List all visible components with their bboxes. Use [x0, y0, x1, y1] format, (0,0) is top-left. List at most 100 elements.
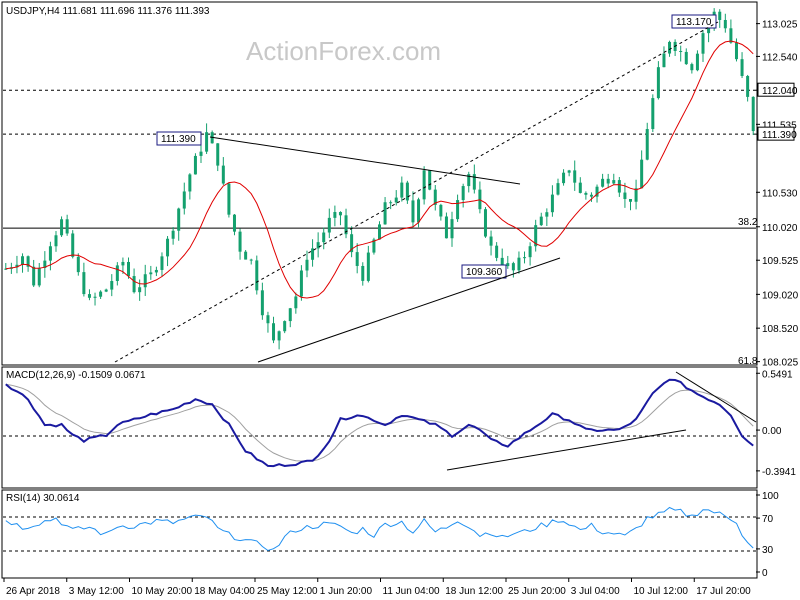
price-tick-label: 108.520 — [762, 324, 799, 335]
candle-body — [562, 172, 566, 184]
candle-body — [595, 186, 599, 197]
candle-body — [405, 182, 409, 201]
time-tick-label: 3 Jul 04:00 — [571, 586, 620, 597]
candle-body — [54, 235, 58, 247]
candle-body — [216, 143, 220, 166]
candle-body — [701, 33, 705, 54]
candle-body — [305, 259, 309, 271]
time-tick-label: 25 Jun 20:00 — [508, 586, 566, 597]
candle-body — [227, 183, 231, 215]
candle-body — [394, 197, 398, 203]
candle-body — [500, 257, 504, 267]
candle-body — [734, 42, 738, 60]
candle-body — [249, 259, 253, 261]
candle-body — [266, 315, 270, 324]
candle-body — [43, 260, 47, 268]
candle-body — [662, 53, 666, 68]
price-tick-label: 109.525 — [762, 256, 799, 267]
time-axis: 26 Apr 2018 3 May 12:00 10 May 20:00 18 May… — [3, 578, 751, 597]
candle-body — [400, 182, 404, 198]
level-price-label: 112.040 — [762, 86, 798, 97]
rsi-tick-label: 100 — [762, 491, 779, 502]
time-tick-label: 17 Jul 20:00 — [696, 586, 751, 597]
candle-body — [188, 174, 192, 192]
rsi-axis: 100 70 30 0 — [756, 491, 779, 579]
candle-body — [238, 231, 242, 252]
price-panel-frame — [1, 1, 758, 366]
candle-body — [411, 200, 415, 223]
candle-body — [160, 256, 164, 270]
candle-body — [550, 194, 554, 213]
price-tick-label: 113.025 — [762, 20, 798, 31]
time-tick-label: 1 Jun 20:00 — [320, 586, 373, 597]
candle-body — [684, 51, 688, 65]
macd-line — [5, 378, 754, 468]
candle-body — [433, 189, 437, 205]
candle-body — [171, 230, 175, 239]
time-tick-label: 18 Jun 12:00 — [445, 586, 503, 597]
candle-body — [288, 308, 292, 322]
candle-body — [311, 248, 315, 260]
candle-body — [539, 216, 543, 226]
candle-body — [15, 264, 19, 268]
candle-body — [110, 281, 114, 290]
price-candles — [4, 8, 755, 350]
fib-level-label: 61.8 — [738, 356, 758, 367]
price-annotations: 113.170 111.390 109.360 61.8 — [156, 14, 758, 367]
candle-body — [182, 191, 186, 209]
candle-body — [138, 287, 142, 293]
candle-body — [690, 64, 694, 71]
candle-body — [272, 323, 276, 341]
candle-body — [729, 28, 733, 43]
candle-body — [221, 165, 225, 184]
candle-body — [244, 251, 248, 260]
candle-body — [695, 53, 699, 71]
candle-body — [48, 246, 52, 261]
triangle-top-line — [209, 136, 521, 185]
candle-body — [76, 256, 80, 273]
candle-body — [65, 219, 69, 234]
level-price-box — [757, 126, 795, 141]
price-annotation-label: 109.360 — [466, 267, 503, 278]
candle-body — [456, 200, 460, 220]
candle-body — [193, 155, 197, 175]
rsi-tick-label: 30 — [762, 545, 774, 556]
candle-body — [634, 188, 638, 202]
price-tick-label: 110.020 — [762, 223, 798, 234]
candle-body — [746, 75, 750, 97]
time-tick-label: 3 May 12:00 — [69, 586, 124, 597]
candle-body — [523, 257, 527, 259]
macd-tick-label: 0.00 — [762, 426, 782, 437]
time-tick-label: 10 May 20:00 — [132, 586, 193, 597]
candle-body — [82, 272, 86, 295]
candle-body — [93, 296, 97, 298]
candle-body — [344, 215, 348, 235]
candle-body — [606, 178, 610, 184]
macd-axis: 0.5491 0.00 -0.3941 — [756, 369, 796, 478]
candle-body — [132, 276, 136, 293]
candle-body — [87, 294, 91, 298]
candle-body — [578, 182, 582, 193]
time-tick-label: 11 Jun 04:00 — [383, 586, 441, 597]
price-grid: 38.2 — [3, 89, 758, 229]
price-panel: 38.2 113.170 111.390 109.360 61.8 USDJPY,H4… — [1, 1, 799, 369]
candle-body — [60, 219, 64, 236]
candle-body — [483, 209, 487, 237]
candle-body — [629, 199, 632, 202]
candle-body — [299, 270, 303, 297]
candle-body — [751, 96, 755, 132]
candle-body — [444, 216, 448, 239]
candle-body — [166, 238, 170, 257]
candle-body — [383, 202, 387, 225]
macd-support-trendline — [446, 429, 687, 471]
candle-body — [417, 199, 421, 223]
candle-body — [679, 50, 683, 52]
candle-body — [612, 180, 616, 184]
candle-body — [517, 257, 521, 271]
candle-body — [439, 204, 443, 217]
candle-body — [472, 174, 476, 190]
price-trendlines — [114, 21, 719, 363]
candle-body — [645, 129, 649, 160]
candle-body — [422, 170, 426, 200]
candle-body — [656, 67, 660, 99]
